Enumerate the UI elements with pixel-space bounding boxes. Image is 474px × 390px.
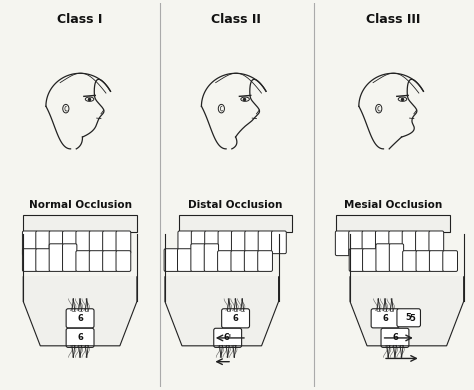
FancyBboxPatch shape [429,251,444,271]
Text: Distal Occlusion: Distal Occlusion [188,200,283,210]
FancyBboxPatch shape [205,231,219,262]
FancyBboxPatch shape [375,231,390,262]
FancyBboxPatch shape [258,231,273,254]
FancyBboxPatch shape [389,244,404,271]
FancyBboxPatch shape [258,251,273,271]
FancyBboxPatch shape [403,251,418,271]
FancyBboxPatch shape [89,231,104,254]
Text: 6: 6 [77,333,83,342]
FancyBboxPatch shape [116,231,131,254]
FancyBboxPatch shape [397,309,420,327]
FancyBboxPatch shape [218,231,232,262]
FancyBboxPatch shape [36,249,51,271]
FancyBboxPatch shape [103,251,118,271]
FancyBboxPatch shape [376,244,390,271]
FancyBboxPatch shape [103,231,118,254]
FancyBboxPatch shape [362,231,376,262]
FancyBboxPatch shape [204,244,219,271]
FancyBboxPatch shape [66,309,94,328]
Text: Class III: Class III [366,12,420,26]
FancyBboxPatch shape [244,251,259,271]
FancyBboxPatch shape [214,328,242,347]
FancyBboxPatch shape [191,231,206,255]
Text: 6: 6 [233,314,238,323]
FancyBboxPatch shape [66,328,94,347]
FancyBboxPatch shape [349,231,364,255]
Text: 6: 6 [382,314,388,323]
FancyBboxPatch shape [231,231,246,254]
Bar [336,215,450,232]
FancyBboxPatch shape [76,251,91,271]
FancyBboxPatch shape [443,251,457,271]
FancyBboxPatch shape [402,231,417,254]
FancyBboxPatch shape [191,244,205,271]
Text: 6: 6 [77,314,83,323]
FancyBboxPatch shape [222,309,249,328]
FancyBboxPatch shape [164,249,179,271]
FancyBboxPatch shape [335,231,350,255]
FancyBboxPatch shape [231,251,246,271]
FancyBboxPatch shape [371,309,399,328]
FancyBboxPatch shape [389,231,403,254]
Polygon shape [165,277,279,346]
Text: Class I: Class I [57,12,103,26]
FancyBboxPatch shape [22,231,37,255]
FancyBboxPatch shape [363,249,377,271]
Text: 6: 6 [392,333,398,342]
FancyBboxPatch shape [177,249,192,271]
FancyBboxPatch shape [272,231,286,254]
FancyBboxPatch shape [22,249,37,271]
Text: Normal Occlusion: Normal Occlusion [28,200,132,210]
FancyBboxPatch shape [416,231,430,254]
FancyBboxPatch shape [429,231,444,254]
Text: Class II: Class II [210,12,261,26]
FancyBboxPatch shape [76,231,91,254]
FancyBboxPatch shape [245,231,260,254]
Polygon shape [350,277,464,346]
Text: 5: 5 [406,314,411,323]
FancyBboxPatch shape [89,251,104,271]
FancyBboxPatch shape [218,251,232,271]
Bar [23,215,137,232]
FancyBboxPatch shape [49,231,64,262]
FancyBboxPatch shape [416,251,431,271]
FancyBboxPatch shape [36,231,51,255]
Text: 6ᴵ: 6ᴵ [224,333,232,342]
FancyBboxPatch shape [116,251,131,271]
FancyBboxPatch shape [63,231,77,262]
FancyBboxPatch shape [381,328,409,347]
FancyBboxPatch shape [49,244,64,271]
FancyBboxPatch shape [349,249,364,271]
Polygon shape [23,277,137,346]
Text: Mesial Occlusion: Mesial Occlusion [344,200,442,210]
Text: 5: 5 [410,314,416,323]
FancyBboxPatch shape [63,244,77,271]
FancyBboxPatch shape [178,231,193,255]
Bar [179,215,292,232]
